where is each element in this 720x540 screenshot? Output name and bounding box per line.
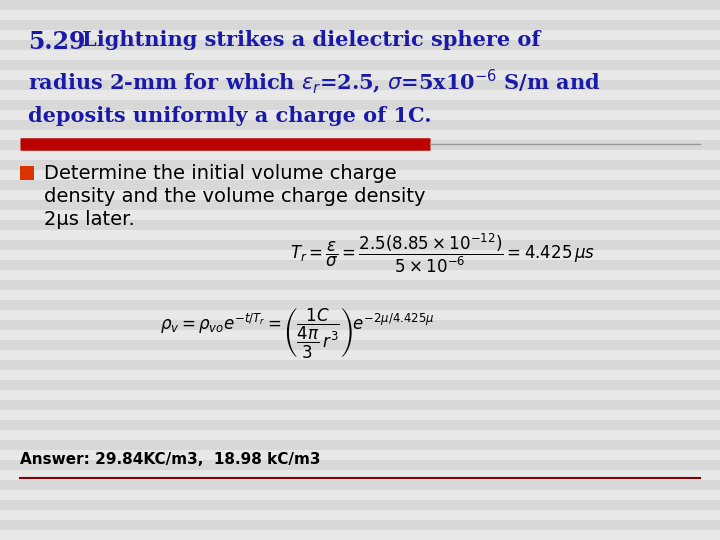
Bar xyxy=(0,200,720,210)
Bar xyxy=(0,230,720,240)
Bar xyxy=(0,70,720,80)
Bar xyxy=(0,10,720,20)
Bar xyxy=(0,440,720,450)
Bar xyxy=(20,166,34,180)
Bar xyxy=(0,20,720,30)
Bar xyxy=(0,280,720,290)
Bar xyxy=(0,460,720,470)
Bar xyxy=(0,260,720,270)
Bar xyxy=(0,320,720,330)
Bar xyxy=(0,240,720,250)
Bar xyxy=(0,80,720,90)
Text: 5.29: 5.29 xyxy=(28,30,86,54)
Bar xyxy=(0,310,720,320)
Bar xyxy=(0,160,720,170)
Text: Determine the initial volume charge: Determine the initial volume charge xyxy=(44,164,397,183)
Bar xyxy=(0,360,720,370)
Bar xyxy=(0,250,720,260)
Bar xyxy=(0,510,720,520)
Text: $T_r = \dfrac{\varepsilon}{\sigma} = \dfrac{2.5(8.85\times10^{-12})}{5\times10^{: $T_r = \dfrac{\varepsilon}{\sigma} = \df… xyxy=(290,232,595,275)
Bar xyxy=(0,40,720,50)
Text: radius 2-mm for which $\varepsilon_r$=2.5, $\sigma$=5x10$^{-6}$ S/m and: radius 2-mm for which $\varepsilon_r$=2.… xyxy=(28,68,600,97)
Bar xyxy=(0,270,720,280)
Bar xyxy=(0,470,720,480)
Bar xyxy=(0,410,720,420)
Text: Lightning strikes a dielectric sphere of: Lightning strikes a dielectric sphere of xyxy=(82,30,541,50)
Bar xyxy=(0,520,720,530)
Bar xyxy=(0,110,720,120)
Bar xyxy=(0,390,720,400)
Bar xyxy=(0,450,720,460)
Bar xyxy=(0,490,720,500)
Bar xyxy=(0,220,720,230)
Bar xyxy=(0,500,720,510)
Bar xyxy=(0,150,720,160)
Bar xyxy=(0,190,720,200)
Bar xyxy=(0,180,720,190)
Bar xyxy=(0,380,720,390)
Bar xyxy=(0,330,720,340)
Text: $\rho_v = \rho_{vo}e^{-t/T_r} = \left(\dfrac{1C}{\dfrac{4\pi}{3}\,r^3}\right)e^{: $\rho_v = \rho_{vo}e^{-t/T_r} = \left(\d… xyxy=(160,305,434,360)
Bar xyxy=(0,140,720,150)
Bar xyxy=(0,170,720,180)
Bar xyxy=(0,340,720,350)
Text: deposits uniformly a charge of 1C.: deposits uniformly a charge of 1C. xyxy=(28,106,431,126)
Bar xyxy=(0,300,720,310)
Bar xyxy=(0,350,720,360)
Bar xyxy=(0,370,720,380)
Bar xyxy=(0,100,720,110)
Bar xyxy=(0,0,720,10)
Bar xyxy=(0,120,720,130)
Bar xyxy=(0,480,720,490)
Text: 2μs later.: 2μs later. xyxy=(44,210,135,229)
Bar xyxy=(0,530,720,540)
Text: Answer: 29.84KC/m3,  18.98 kC/m3: Answer: 29.84KC/m3, 18.98 kC/m3 xyxy=(20,452,320,467)
Bar xyxy=(0,60,720,70)
Text: density and the volume charge density: density and the volume charge density xyxy=(44,187,426,206)
Bar xyxy=(0,90,720,100)
Bar xyxy=(0,130,720,140)
Bar xyxy=(0,400,720,410)
Bar xyxy=(0,420,720,430)
Bar xyxy=(0,30,720,40)
Bar xyxy=(0,210,720,220)
Bar xyxy=(0,50,720,60)
Bar xyxy=(0,430,720,440)
Bar xyxy=(0,290,720,300)
